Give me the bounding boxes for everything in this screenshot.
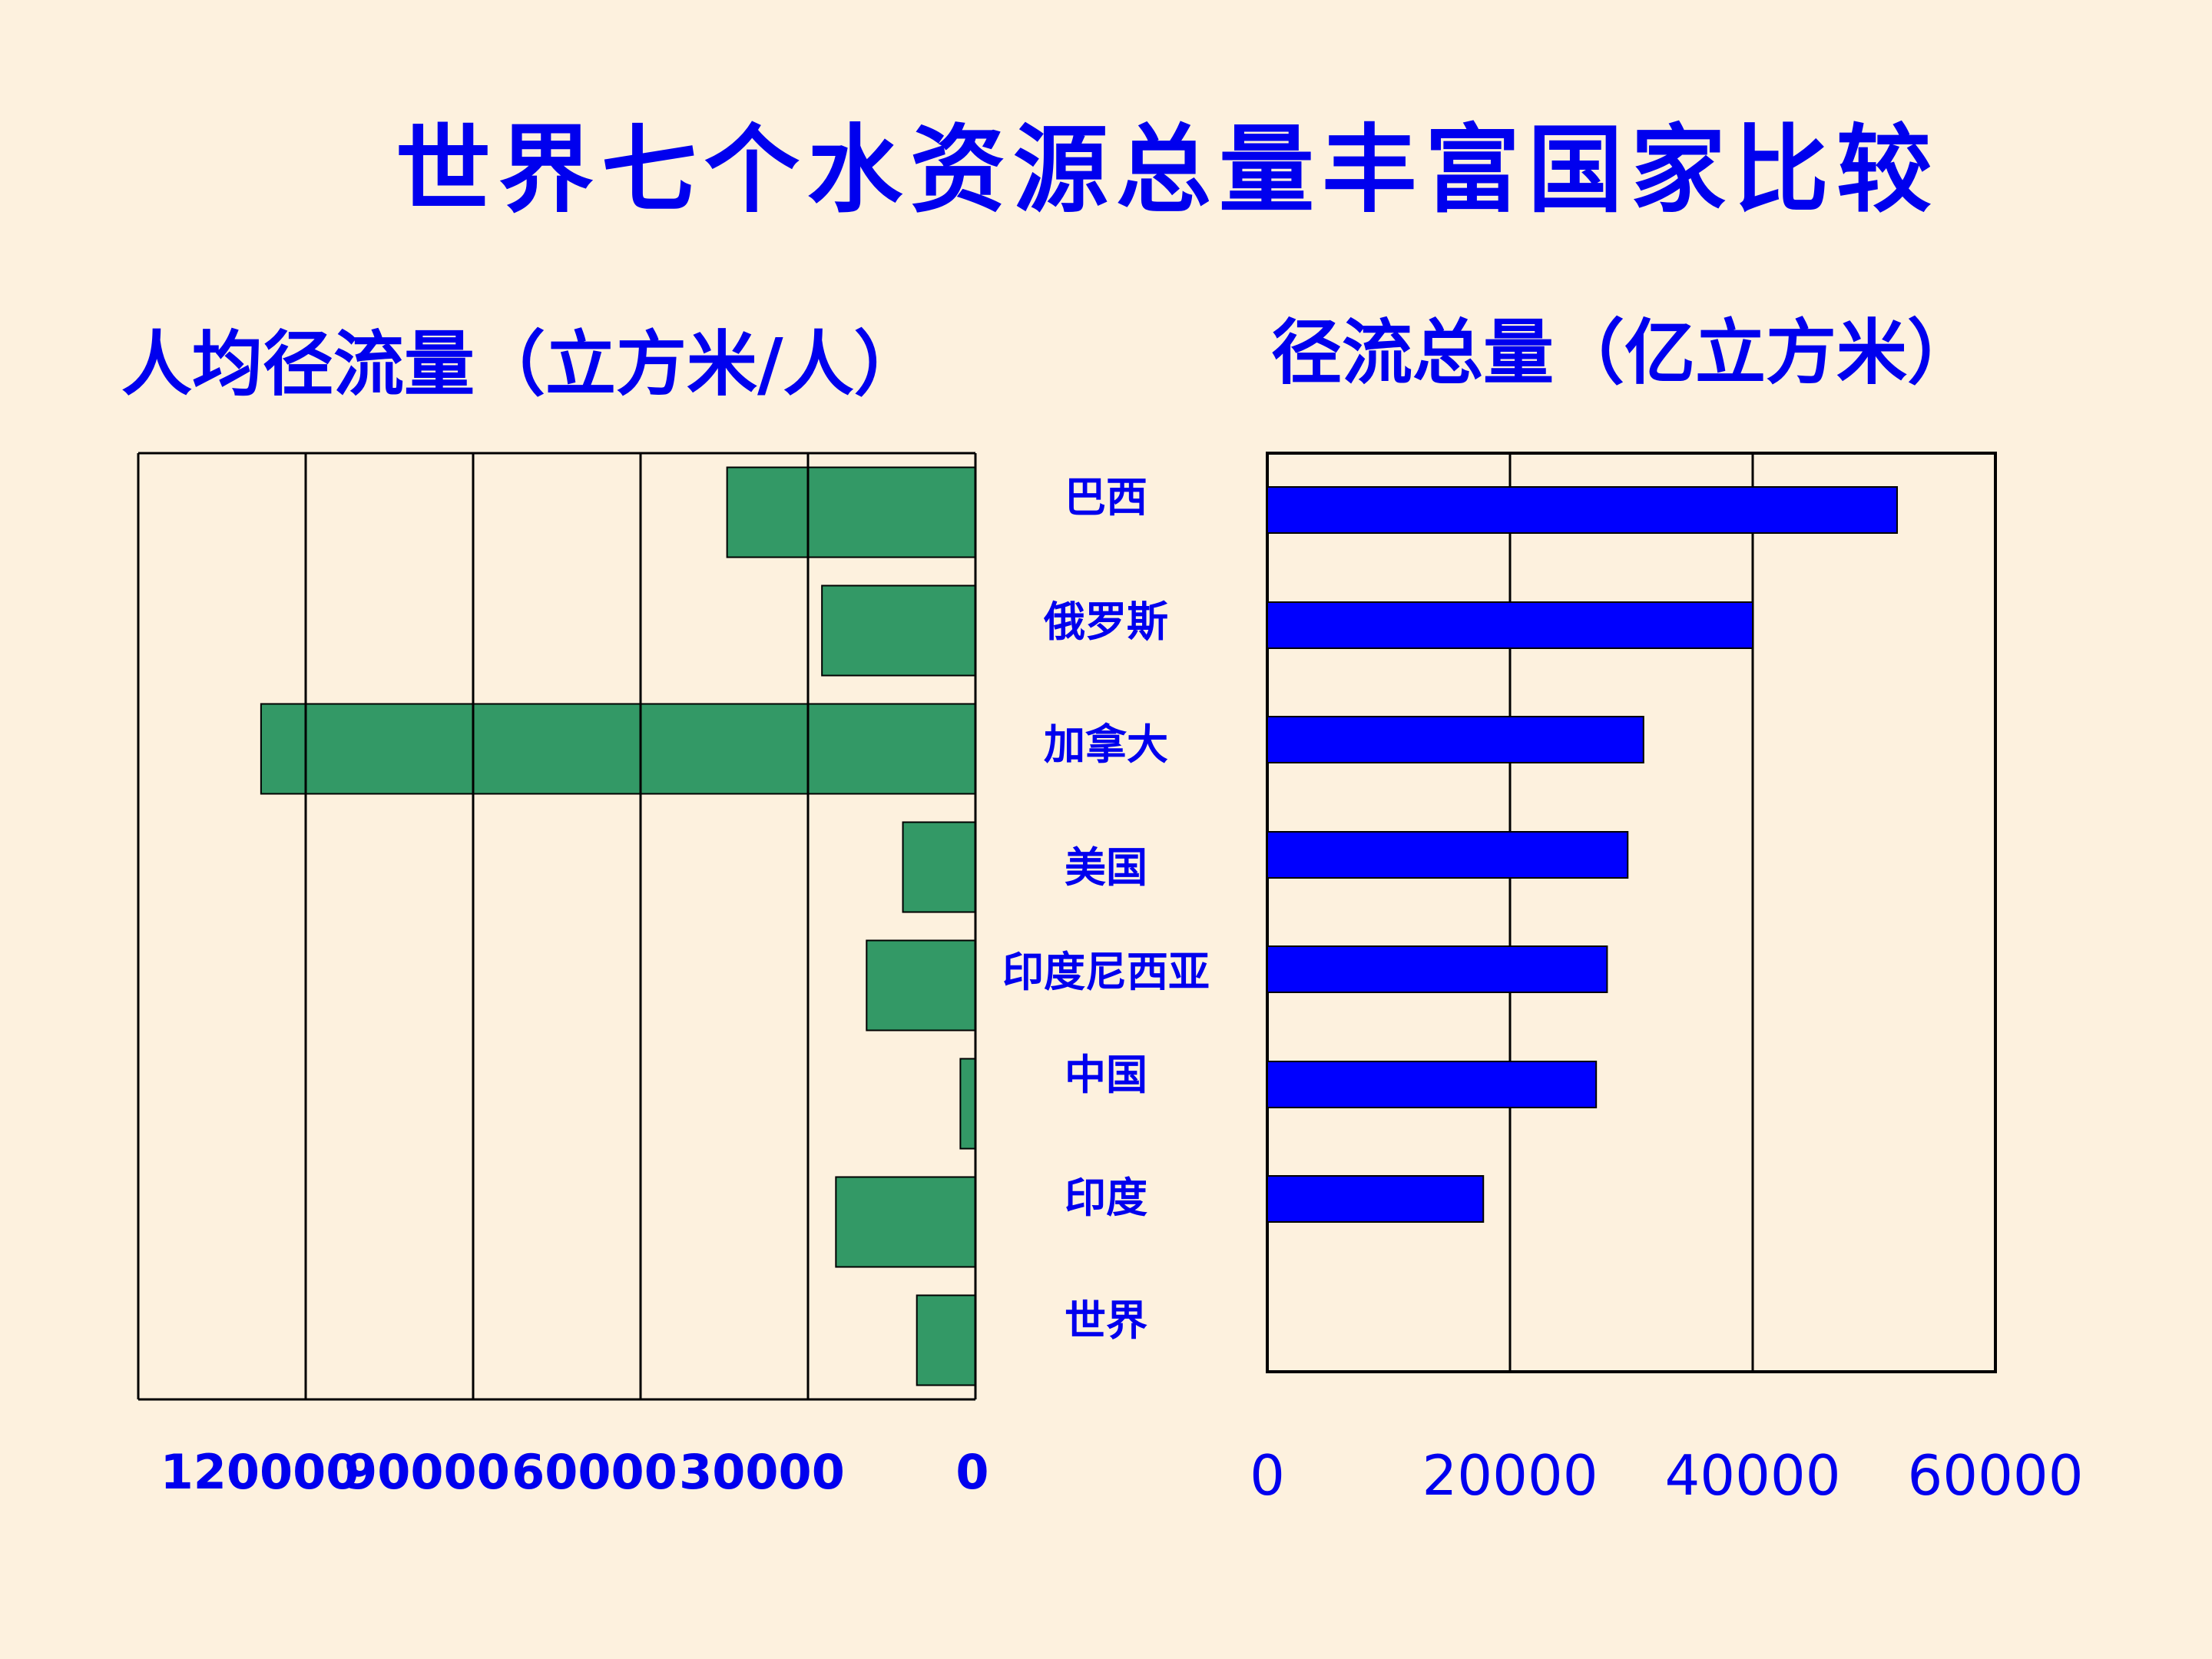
right-bar-4 [1267,945,1608,993]
category-label-2: 加拿大 [1044,720,1168,769]
left-tick-label-3: 30000 [679,1444,845,1500]
category-label-0: 巴西 [1065,472,1147,522]
category-label-7: 世界 [1065,1296,1147,1345]
right-chart-title: 径流总量（亿立方米） [1271,311,1979,394]
right-bar-0 [1267,486,1899,534]
right-tick-label-1: 20000 [1422,1443,1598,1508]
category-label-4: 印度尼西亚 [1002,947,1210,996]
right-bar-1 [1267,601,1753,649]
category-label-1: 俄罗斯 [1043,597,1168,646]
left-bar-7 [916,1294,976,1386]
right-tick-label-2: 40000 [1664,1443,1840,1508]
right-tick-label-0: 0 [1250,1443,1285,1508]
category-label-6: 印度 [1065,1173,1147,1222]
right-plot-frame [1266,452,1997,1373]
left-bar-2 [260,703,977,795]
left-bar-6 [835,1176,977,1268]
left-bar-0 [726,466,977,558]
left-bar-1 [821,584,976,677]
left-bar-4 [866,939,977,1031]
slide-title: 世界七个水资源总量丰富国家比较 [395,114,1939,226]
right-bar-2 [1267,716,1644,763]
left-tick-label-1: 90000 [344,1444,510,1500]
right-bar-6 [1267,1175,1485,1223]
category-label-3: 美国 [1065,843,1147,892]
left-chart-title: 人均径流量（立方米/人） [121,323,925,406]
right-bar-3 [1267,831,1629,879]
left-tick-label-4: 0 [955,1444,988,1500]
right-bar-5 [1267,1061,1598,1108]
category-label-5: 中国 [1065,1050,1147,1099]
left-tick-label-2: 60000 [512,1444,677,1500]
left-bar-5 [959,1058,977,1150]
left-bar-3 [902,821,976,913]
right-tick-label-3: 60000 [1907,1443,2083,1508]
left-tick-label-0: 120000 [161,1444,359,1500]
